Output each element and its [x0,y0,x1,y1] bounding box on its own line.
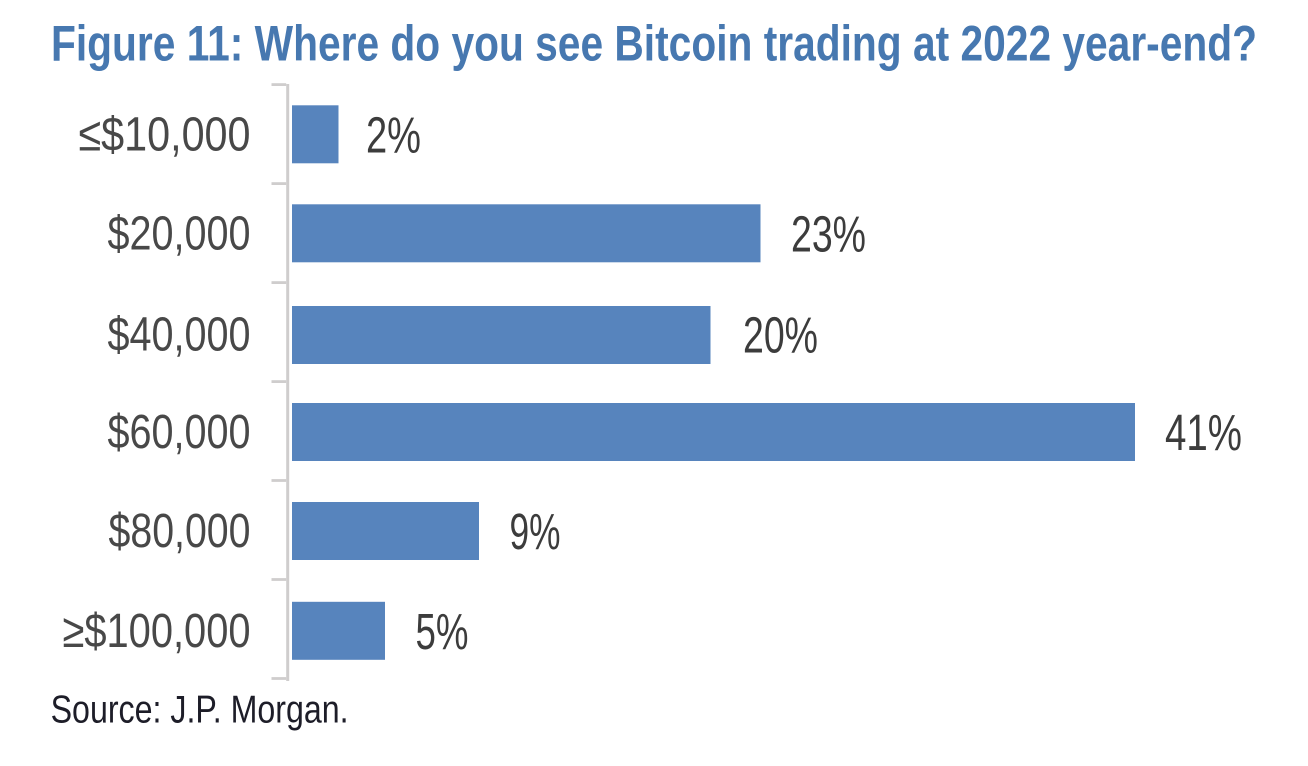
svg-text:$60,000: $60,000 [108,406,251,459]
svg-text:≤$10,000: ≤$10,000 [79,108,251,161]
svg-text:≥$100,000: ≥$100,000 [63,605,251,658]
svg-text:$40,000: $40,000 [108,309,251,362]
svg-text:23%: 23% [791,205,866,262]
svg-text:Source: J.P. Morgan.: Source: J.P. Morgan. [51,688,349,731]
svg-text:$20,000: $20,000 [108,207,251,260]
svg-text:5%: 5% [416,603,469,660]
svg-text:20%: 20% [743,307,818,364]
svg-text:$80,000: $80,000 [109,505,251,558]
svg-text:9%: 9% [510,503,561,560]
svg-text:2%: 2% [366,106,421,163]
svg-text:41%: 41% [1165,404,1242,461]
svg-text:Figure 11: Where do you see Bi: Figure 11: Where do you see Bitcoin trad… [51,15,1257,71]
